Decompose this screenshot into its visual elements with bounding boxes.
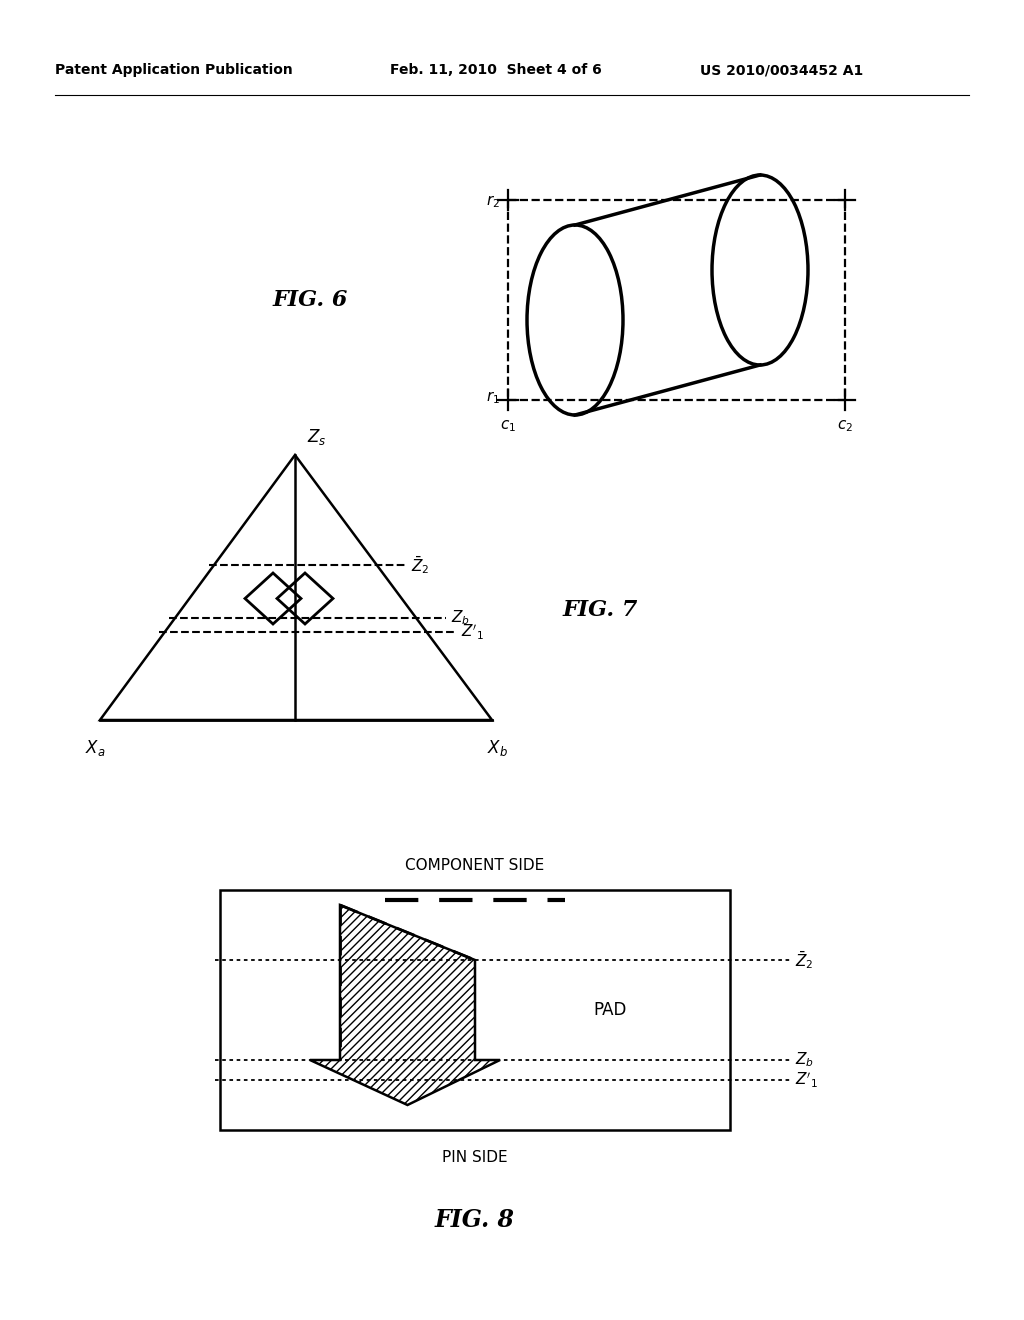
Text: $X_a$: $X_a$ (85, 738, 105, 758)
Bar (220, 890, 730, 1130)
Text: US 2010/0034452 A1: US 2010/0034452 A1 (700, 63, 863, 77)
Text: $\bar{Z}_2$: $\bar{Z}_2$ (412, 554, 430, 576)
Text: $c_2$: $c_2$ (837, 418, 853, 434)
Text: PIN SIDE: PIN SIDE (442, 1151, 508, 1166)
Text: FIG. 7: FIG. 7 (562, 599, 638, 620)
Text: Patent Application Publication: Patent Application Publication (55, 63, 293, 77)
Text: $\bar{Z}_2$: $\bar{Z}_2$ (795, 949, 814, 972)
Text: $Z_s$: $Z_s$ (307, 426, 327, 447)
Text: COMPONENT SIDE: COMPONENT SIDE (406, 858, 545, 873)
Text: FIG. 6: FIG. 6 (272, 289, 348, 312)
Text: Feb. 11, 2010  Sheet 4 of 6: Feb. 11, 2010 Sheet 4 of 6 (390, 63, 602, 77)
Text: $c_1$: $c_1$ (500, 418, 516, 434)
Text: FIG. 8: FIG. 8 (435, 1208, 515, 1232)
Text: $X_b$: $X_b$ (486, 738, 508, 758)
Text: $Z_b$: $Z_b$ (451, 609, 470, 627)
Text: $r_1$: $r_1$ (486, 389, 500, 407)
Text: $r_2$: $r_2$ (486, 194, 500, 210)
Text: $Z'_1$: $Z'_1$ (461, 622, 484, 642)
Text: PAD: PAD (593, 1001, 627, 1019)
Text: $Z'_1$: $Z'_1$ (795, 1071, 818, 1089)
Text: $Z_b$: $Z_b$ (795, 1051, 814, 1069)
Polygon shape (310, 906, 500, 1105)
